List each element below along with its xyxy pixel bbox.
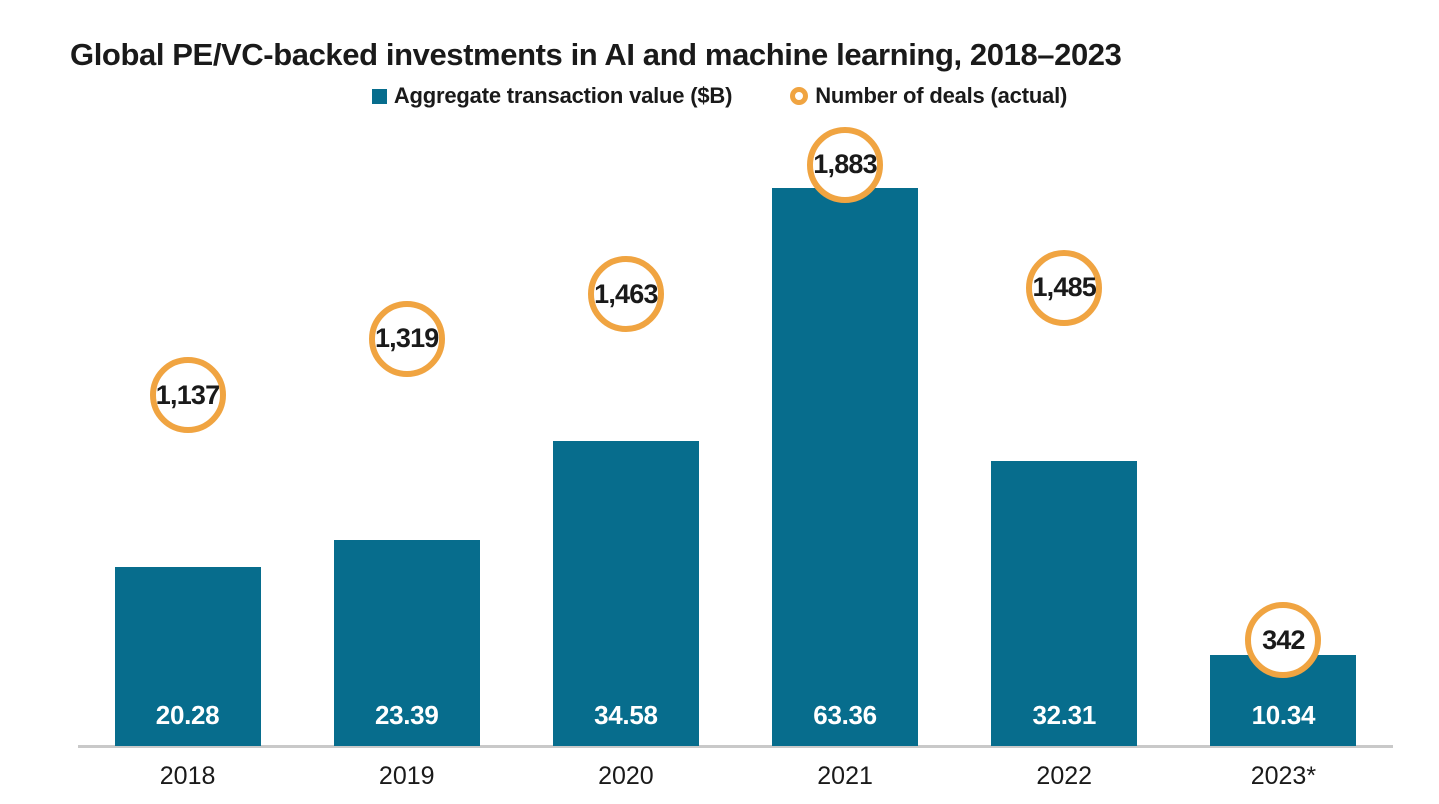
bar-column: 20.28 1,137 2018 <box>78 120 297 790</box>
deals-count-label: 1,319 <box>374 323 439 354</box>
bar: 32.31 <box>991 461 1138 746</box>
bar-column: 34.58 1,463 2020 <box>516 120 735 790</box>
deals-count-label: 1,463 <box>594 278 658 309</box>
bar-series-swatch-icon <box>371 88 387 104</box>
deals-circle: 1,883 <box>807 126 884 203</box>
bar-column: 32.31 1,485 2022 <box>955 120 1174 790</box>
x-axis-label: 2021 <box>817 762 873 790</box>
deals-count-label: 1,137 <box>155 379 220 410</box>
legend-item-transaction-value: Aggregate transaction value ($B) <box>371 83 733 109</box>
deals-count-label: 342 <box>1262 624 1305 655</box>
bar-value-label: 34.58 <box>594 700 658 730</box>
deals-circle: 1,137 <box>149 357 226 434</box>
x-axis-label: 2019 <box>378 762 435 790</box>
chart-title: Global PE/VC-backed investments in AI an… <box>70 36 1122 72</box>
plot-area: 20.28 1,137 2018 23.39 1,319 2019 34.58 1,463 20… <box>78 120 1393 790</box>
bar-value-label: 20.28 <box>155 700 220 730</box>
deals-circle: 1,319 <box>368 300 445 377</box>
bar-value-label: 10.34 <box>1251 700 1316 730</box>
bar: 20.28 <box>114 567 261 746</box>
deals-circle: 1,485 <box>1026 249 1103 326</box>
bar-column: 23.39 1,319 2019 <box>297 120 516 790</box>
bar: 63.36 <box>772 187 919 746</box>
bar-column: 10.34 342 2023* <box>1174 120 1393 790</box>
deals-circle: 1,463 <box>587 256 664 333</box>
x-axis-line <box>78 745 1393 748</box>
deals-count-label: 1,485 <box>1032 272 1097 303</box>
bar-value-label: 63.36 <box>813 700 877 730</box>
deals-circle: 342 <box>1245 602 1322 679</box>
deal-ring-icon <box>790 87 809 105</box>
legend-label-deals: Number of deals (actual) <box>815 83 1068 108</box>
bar-value-label: 23.39 <box>374 700 439 730</box>
x-axis-label: 2022 <box>1036 762 1093 790</box>
legend-label-transaction-value: Aggregate transaction value ($B) <box>393 83 733 108</box>
bar: 34.58 <box>552 441 699 746</box>
bar-value-label: 32.31 <box>1032 700 1097 730</box>
bar: 23.39 <box>333 539 480 746</box>
bar-column: 63.36 1,883 2021 <box>736 120 955 790</box>
x-axis-label: 2018 <box>159 762 216 790</box>
legend-item-deals: Number of deals (actual) <box>790 83 1067 109</box>
x-axis-label: 2020 <box>598 762 654 790</box>
deals-count-label: 1,883 <box>813 149 877 180</box>
chart-legend: Aggregate transaction value ($B) Number … <box>0 83 1439 109</box>
x-axis-label: 2023* <box>1250 762 1317 790</box>
